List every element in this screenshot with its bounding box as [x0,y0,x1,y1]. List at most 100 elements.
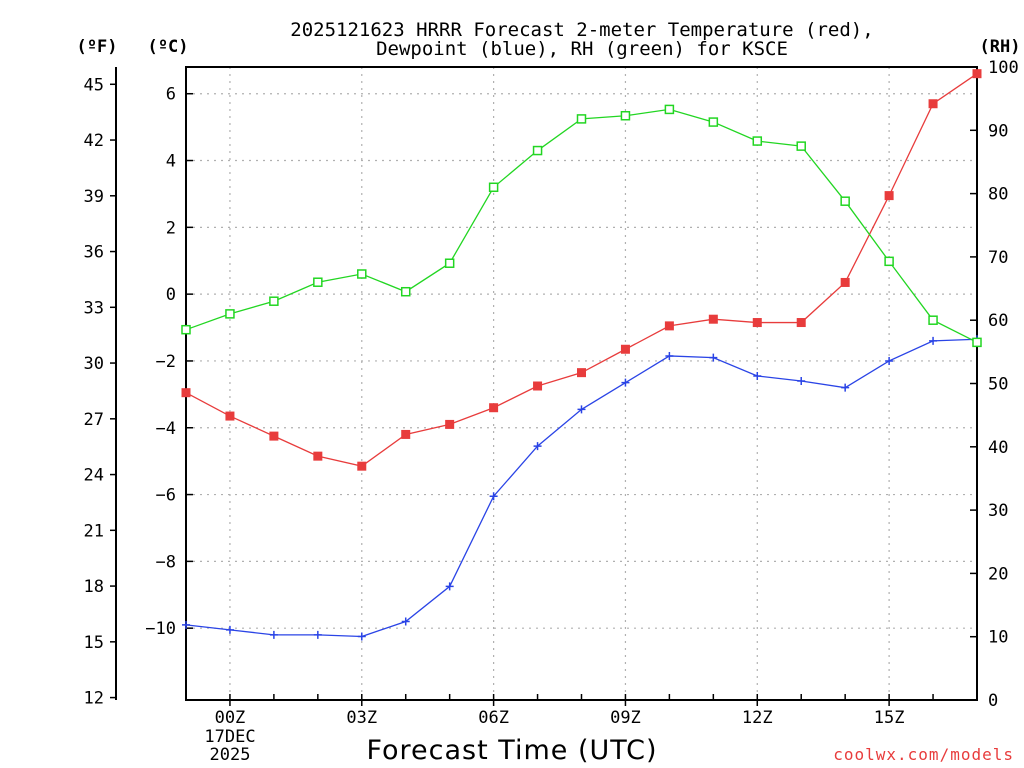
data-point [313,630,322,639]
x-tick-label: 00Z [215,708,246,728]
series-line [185,108,978,343]
rh-tick-label: 40 [988,438,1008,458]
data-point [489,492,498,501]
rh-tick-label: 50 [988,375,1008,395]
rh-tick-label: 90 [988,121,1008,141]
data-point [796,318,806,328]
data-point [665,351,674,360]
data-point [664,104,675,115]
series-rh [181,104,982,348]
rh-tick-label: 10 [988,628,1008,648]
source-credit[interactable]: coolwx.com/models [833,745,1014,764]
data-point [664,321,674,331]
data-point [533,381,543,391]
fahrenheit-tick-label: 12 [84,689,104,709]
fahrenheit-tick-label: 39 [84,187,104,207]
rh-tick-label: 100 [988,58,1019,78]
data-point [928,99,938,109]
fahrenheit-tick-label: 27 [84,410,104,430]
data-point [532,145,543,156]
data-point [620,110,631,121]
celsius-tick-label: −2 [156,352,176,372]
data-point [840,196,850,206]
data-point [576,114,587,124]
data-point [313,277,323,287]
data-point [444,258,455,268]
fahrenheit-tick-label: 30 [84,354,104,374]
data-point [313,451,323,461]
rh-tick-label: 30 [988,501,1008,521]
rh-tick-label: 80 [988,185,1008,205]
data-point [225,411,235,421]
data-point [225,625,234,634]
data-point [182,620,190,629]
x-tick-label: 03Z [346,708,377,728]
data-point [225,309,235,319]
data-point [972,69,982,79]
plot-frame [185,66,978,701]
fahrenheit-unit-label: (ºF) [77,37,118,57]
data-point [928,315,938,325]
x-tick-label: 06Z [478,708,509,728]
data-point [445,582,454,591]
data-point [620,344,630,354]
chart-title-line2: Dewpoint (blue), RH (green) for KSCE [376,38,788,60]
date-label-year: 2025 [210,745,251,765]
fahrenheit-tick-label: 21 [84,521,104,541]
data-point [400,286,411,297]
date-label-day: 17DEC [204,727,255,747]
series-line [185,338,978,638]
data-point [752,318,762,328]
celsius-tick-label: −6 [156,486,176,506]
fahrenheit-tick-label: 18 [84,577,104,597]
rh-tick-label: 20 [988,564,1008,584]
data-point [841,383,850,392]
rh-unit-label: (RH) [980,37,1021,57]
data-point [269,630,278,639]
data-point [797,376,806,385]
data-point [357,632,366,641]
data-point [709,353,718,362]
data-point [489,403,499,413]
celsius-tick-label: −8 [156,552,176,572]
series-dewpoint [182,335,981,641]
data-point [533,442,542,451]
data-point [488,182,499,193]
data-point [796,141,806,151]
x-axis-title: Forecast Time (UTC) [366,735,657,766]
celsius-tick-label: −4 [156,419,176,439]
celsius-tick-label: 6 [166,85,176,105]
data-point [753,371,762,380]
celsius-tick-label: 4 [166,152,176,172]
data-point [972,337,982,348]
data-point [884,191,894,201]
x-tick-label: 09Z [610,708,641,728]
fahrenheit-tick-label: 36 [84,243,104,263]
x-tick-label: 15Z [874,708,905,728]
data-point [445,419,455,429]
data-point [401,429,411,439]
data-point [708,314,718,324]
data-point [181,388,191,398]
data-point [577,405,586,414]
data-point [840,277,850,287]
fahrenheit-tick-label: 45 [84,75,104,95]
rh-tick-label: 70 [988,248,1008,268]
fahrenheit-tick-label: 24 [84,466,104,486]
data-point [577,368,586,378]
fahrenheit-tick-label: 42 [84,131,104,151]
data-point [181,324,191,335]
data-point [269,296,279,306]
grid-lines [186,67,977,700]
series-2-meter-temperature [181,69,982,471]
celsius-tick-label: 0 [166,285,176,305]
chart-title-line1: 2025121623 HRRR Forecast 2-meter Tempera… [290,19,873,41]
data-point [752,136,763,146]
fahrenheit-tick-label: 15 [84,633,104,653]
data-point [357,269,367,279]
data-point [885,356,894,365]
x-tick-label: 12Z [742,708,773,728]
axes: 121518212427303336394245−10−8−6−4−202460… [84,58,1019,728]
fahrenheit-tick-label: 33 [84,298,104,318]
